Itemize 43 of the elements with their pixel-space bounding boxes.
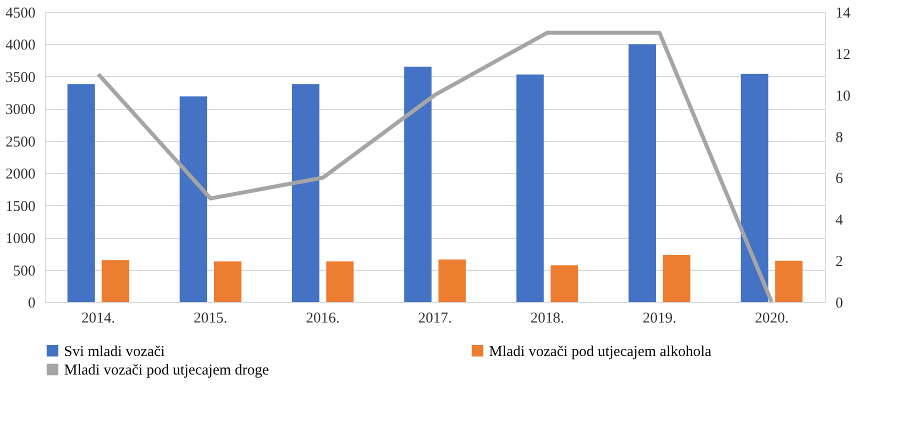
y2-tick-label: 14 xyxy=(836,6,851,22)
y2-tick-label: 6 xyxy=(836,171,844,188)
bar xyxy=(550,265,578,302)
bar xyxy=(438,259,466,302)
x-tick-label: 2014. xyxy=(81,310,116,326)
y-tick-label: 0 xyxy=(28,296,36,312)
bar xyxy=(214,261,242,302)
y2-tick-label: 4 xyxy=(836,212,844,229)
legend-label: Svi mladi vozači xyxy=(64,344,165,360)
bar xyxy=(180,96,208,302)
legend-label: Mladi vozači pod utjecajem alkohola xyxy=(489,344,712,360)
y-tick-label: 3500 xyxy=(6,70,36,86)
bar xyxy=(67,84,95,302)
y-tick-label: 4500 xyxy=(6,6,36,22)
y-tick-label: 2500 xyxy=(6,134,36,150)
x-tick-label: 2016. xyxy=(306,310,340,326)
x-tick-label: 2017. xyxy=(418,310,452,326)
bar xyxy=(775,260,803,302)
bar xyxy=(292,84,320,302)
x-tick-label: 2019. xyxy=(642,310,676,326)
bar xyxy=(516,74,544,302)
bar xyxy=(740,74,768,302)
y2-tick-label: 2 xyxy=(836,254,843,270)
y2-tick-label: 8 xyxy=(836,130,843,146)
y2-tick-label: 0 xyxy=(836,296,843,312)
bar xyxy=(102,260,130,302)
bar xyxy=(404,66,432,302)
y-tick-label: 4000 xyxy=(6,38,36,54)
y-tick-label: 1000 xyxy=(6,231,36,248)
bar xyxy=(628,44,656,302)
bar xyxy=(326,261,354,302)
y-tick-label: 1500 xyxy=(6,198,36,215)
x-tick-label: 2015. xyxy=(194,310,228,326)
bar xyxy=(662,254,690,302)
y2-tick-label: 10 xyxy=(836,88,850,104)
y-tick-label: 3000 xyxy=(6,102,36,118)
y2-tick-label: 12 xyxy=(836,46,850,63)
line-series xyxy=(96,30,774,304)
x-tick-label: 2020. xyxy=(754,310,789,326)
y-tick-label: 500 xyxy=(13,263,36,280)
legend-label: Mladi vozači pod utjecajem droge xyxy=(64,362,270,378)
y-tick-label: 2000 xyxy=(6,166,36,183)
x-tick-label: 2018. xyxy=(530,310,564,326)
